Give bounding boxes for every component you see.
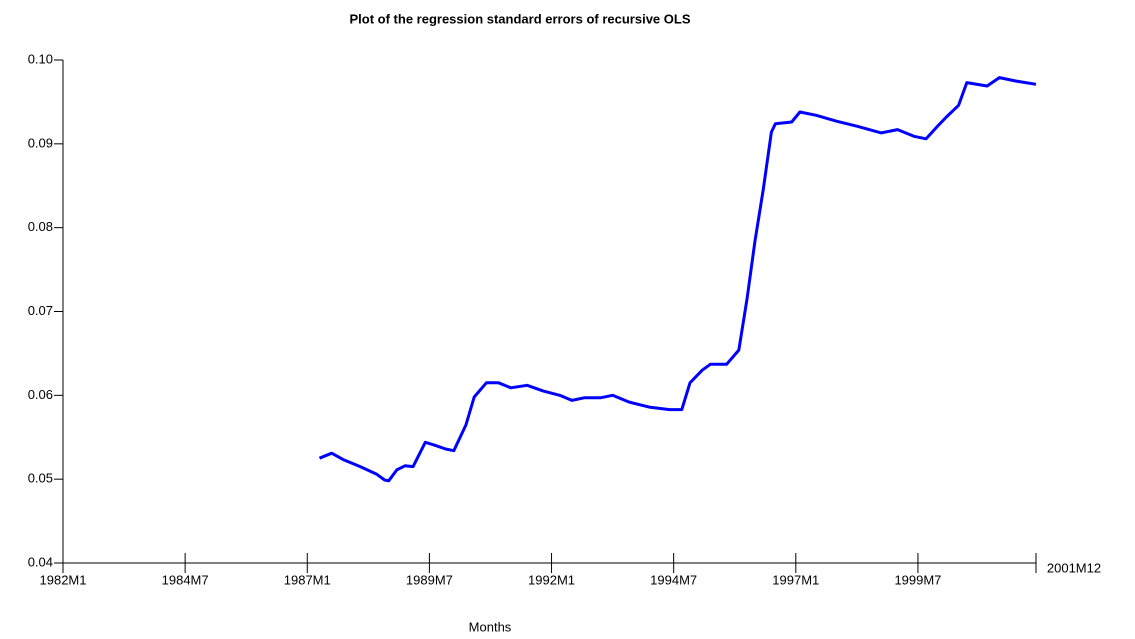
y-tick-label: 0.07: [28, 303, 53, 318]
x-tick-label: 1987M1: [284, 572, 331, 587]
x-tick-label: 1999M7: [894, 572, 941, 587]
y-tick-label: 0.05: [28, 471, 53, 486]
chart-title: Plot of the regression standard errors o…: [350, 11, 691, 26]
x-tick-label: 1982M1: [40, 572, 87, 587]
x-tick-label: 1997M1: [772, 572, 819, 587]
x-tick-label: 2001M12: [1047, 560, 1101, 575]
y-tick-label: 0.08: [28, 219, 53, 234]
x-tick-label: 1992M1: [528, 572, 575, 587]
data-line: [318, 76, 1037, 483]
y-tick-label: 0.09: [28, 135, 53, 150]
x-tick-label: 1989M7: [406, 572, 453, 587]
y-tick-label: 0.10: [28, 51, 53, 66]
x-axis-label: Months: [469, 619, 512, 634]
y-tick-label: 0.04: [28, 554, 53, 569]
y-tick-label: 0.06: [28, 387, 53, 402]
x-tick-label: 1984M7: [162, 572, 209, 587]
x-tick-label: 1994M7: [650, 572, 697, 587]
